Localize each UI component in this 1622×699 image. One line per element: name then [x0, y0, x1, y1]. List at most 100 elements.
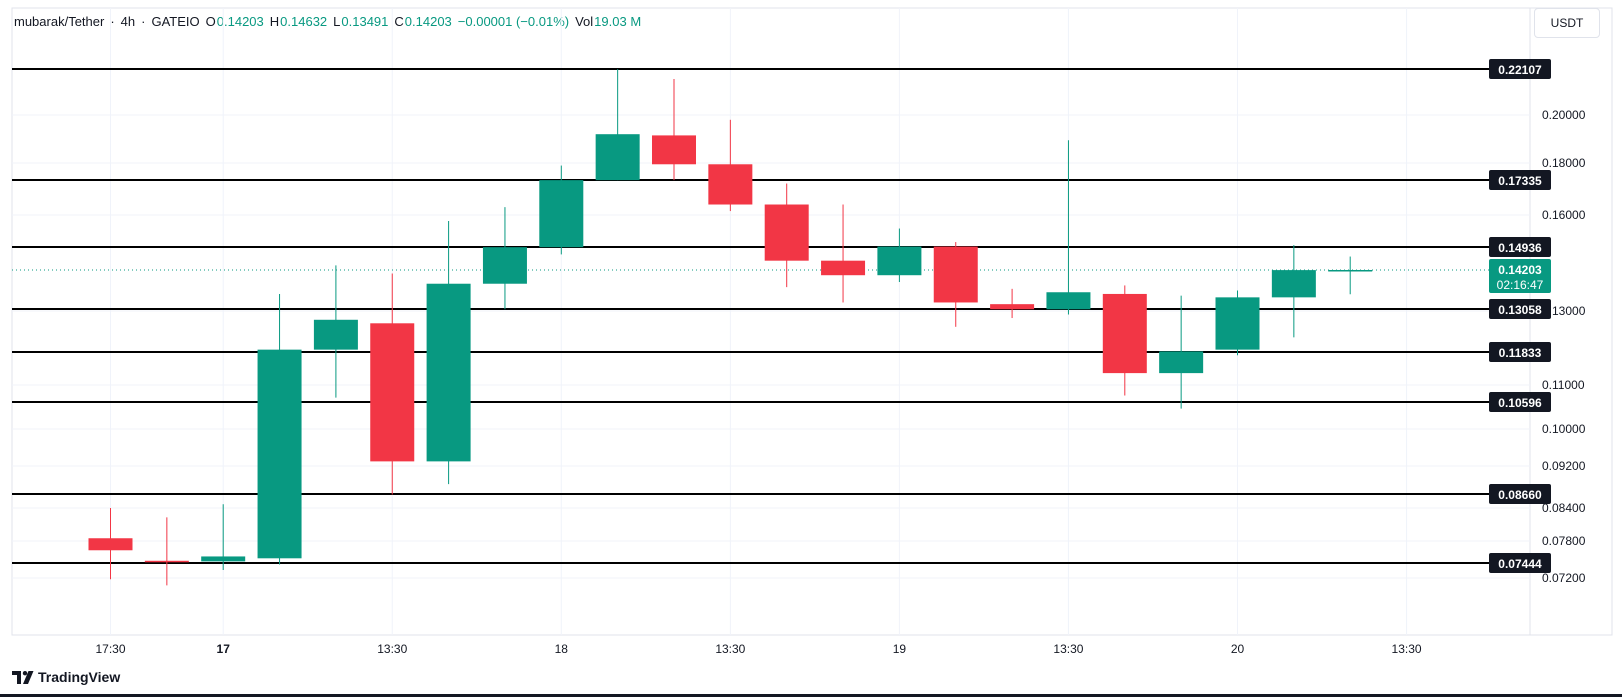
y-tick-label: 0.18000 — [1542, 156, 1586, 170]
x-tick-label: 19 — [893, 642, 907, 656]
low-key: L — [333, 14, 341, 29]
level-badge-bg — [1489, 170, 1551, 190]
candle[interactable] — [1102, 285, 1147, 396]
candle-body — [1046, 292, 1091, 310]
candle-body — [313, 319, 358, 350]
candle-body — [1271, 270, 1316, 298]
candle-body — [933, 246, 978, 303]
tradingview-logo[interactable]: TradingView — [12, 669, 120, 685]
low-value: 0.13491 — [341, 14, 389, 29]
candle[interactable] — [257, 293, 302, 565]
high-readout: H 0.14632 — [270, 14, 327, 29]
y-tick-label: 0.11000 — [1542, 378, 1585, 392]
candle-body — [1102, 293, 1147, 374]
separator-dot: · — [141, 14, 146, 29]
level-badge-label: 0.07444 — [1498, 557, 1542, 571]
horizontal-grid — [12, 114, 1530, 579]
symbol-name[interactable]: mubarak/Tether — [14, 14, 105, 29]
candle[interactable] — [426, 221, 471, 485]
level-badge-label: 0.13058 — [1498, 303, 1542, 317]
level-lines — [12, 68, 1530, 564]
candle-body — [1159, 351, 1204, 374]
change-value: −0.00001 (−0.01%) — [457, 14, 570, 29]
candle-body — [595, 134, 640, 181]
close-value: 0.14203 — [404, 14, 452, 29]
candle[interactable] — [201, 504, 246, 571]
current-price-label: 0.14203 — [1498, 263, 1542, 277]
tradingview-logo-icon — [12, 670, 34, 684]
candle[interactable] — [652, 78, 696, 181]
candle[interactable] — [88, 508, 133, 580]
candle[interactable] — [1159, 295, 1204, 409]
candle[interactable] — [877, 228, 922, 283]
candle-body — [426, 283, 471, 462]
candle[interactable] — [595, 69, 640, 181]
interval-label[interactable]: 4h — [120, 14, 136, 29]
candle-body — [652, 135, 696, 165]
level-badge-label: 0.22107 — [1498, 63, 1542, 77]
candle[interactable] — [539, 165, 584, 255]
candle[interactable] — [370, 273, 415, 495]
x-tick-label: 13:30 — [377, 642, 407, 656]
candle-body — [1215, 297, 1260, 350]
candle[interactable] — [708, 119, 753, 212]
candle[interactable] — [1215, 290, 1260, 356]
candle[interactable] — [482, 207, 527, 310]
y-tick-label: 0.13000 — [1542, 304, 1586, 318]
level-badge-bg — [1489, 342, 1551, 362]
close-key: C — [394, 14, 404, 29]
y-tick-label: 0.07800 — [1542, 534, 1586, 548]
open-readout: O 0.14203 — [206, 14, 264, 29]
level-badge-bg — [1489, 59, 1551, 79]
close-readout: C 0.14203 — [394, 14, 451, 29]
candle[interactable] — [764, 183, 809, 288]
open-key: O — [205, 14, 216, 29]
y-tick-label: 0.16000 — [1542, 208, 1586, 222]
level-badge-label: 0.08660 — [1498, 488, 1542, 502]
high-key: H — [269, 14, 280, 29]
y-tick-label: 0.20000 — [1542, 108, 1586, 122]
candle[interactable] — [821, 204, 866, 303]
x-tick-label: 20 — [1231, 642, 1245, 656]
candle[interactable] — [1271, 245, 1316, 338]
level-badges: 0.22107 0.17335 0.14936 0.13058 0.11833 0.105… — [1489, 59, 1551, 573]
level-badge-label: 0.11833 — [1499, 346, 1542, 360]
candle-body — [482, 247, 527, 284]
level-badge-label: 0.10596 — [1498, 396, 1542, 410]
time-axis[interactable]: 17:30 17 13:30 18 13:30 19 13:30 20 13:30 — [95, 642, 1421, 656]
candle-body — [708, 164, 753, 205]
candle-body — [539, 180, 584, 248]
open-value: 0.14203 — [216, 14, 264, 29]
candle-body — [144, 560, 189, 563]
volume-readout: Vol 19.03 M — [575, 14, 641, 29]
candle-body — [370, 323, 415, 462]
y-tick-label: 0.08400 — [1542, 501, 1586, 515]
x-tick-label: 13:30 — [715, 642, 745, 656]
volume-key: Vol — [575, 14, 594, 29]
candle-body — [201, 556, 246, 562]
x-tick-label: 13:30 — [1053, 642, 1083, 656]
level-badge-bg — [1489, 237, 1551, 257]
candle[interactable] — [144, 517, 189, 586]
level-badge-bg — [1489, 484, 1551, 504]
high-value: 0.14632 — [280, 14, 328, 29]
candle[interactable] — [990, 288, 1035, 319]
tradingview-logo-text: TradingView — [38, 669, 121, 685]
candle-body — [877, 246, 922, 276]
chart-pane-border — [11, 7, 1613, 636]
candle[interactable] — [313, 265, 358, 398]
candle-body — [821, 260, 866, 276]
x-tick-label: 13:30 — [1392, 642, 1422, 656]
candle[interactable] — [1046, 140, 1091, 315]
x-tick-label: 17:30 — [95, 642, 125, 656]
candle-body — [88, 538, 133, 551]
separator-dot: · — [110, 14, 115, 29]
bar-countdown-label: 02:16:47 — [1497, 278, 1544, 292]
price-axis[interactable]: 0.20000 0.18000 0.16000 0.13000 0.11000 0.100… — [1542, 108, 1586, 585]
candles — [88, 69, 1373, 586]
candle-body — [764, 204, 809, 261]
candle[interactable] — [1328, 256, 1373, 295]
candle[interactable] — [933, 242, 978, 327]
